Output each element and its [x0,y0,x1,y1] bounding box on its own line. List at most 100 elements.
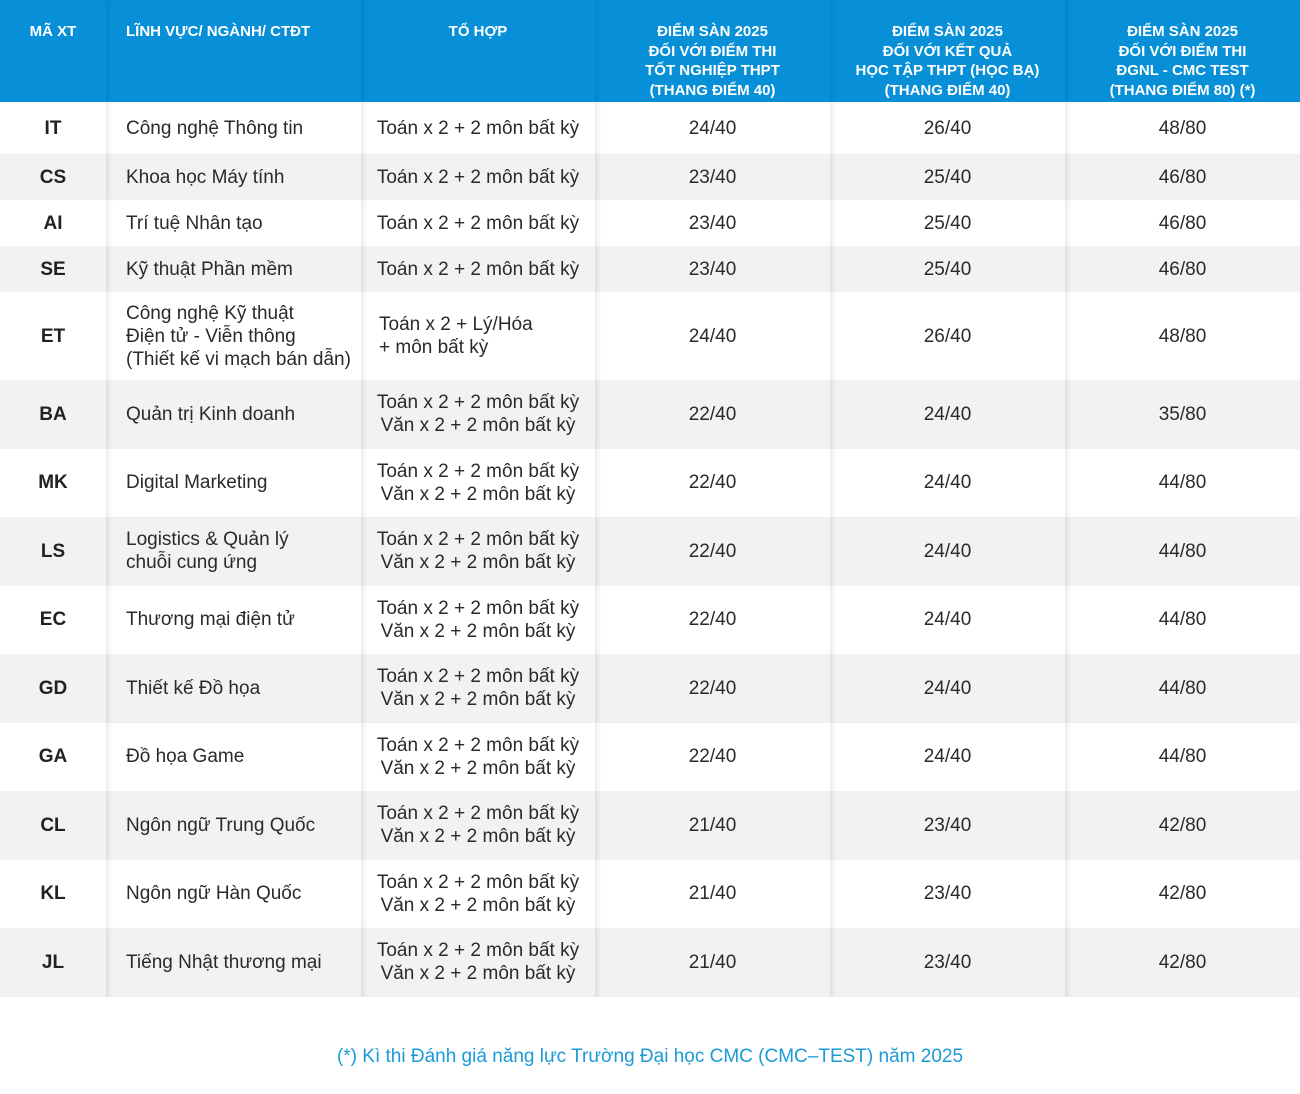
row-hocba-score: 25/40 [830,246,1065,292]
row-code: GD [0,654,106,723]
row-hocba-score: 25/40 [830,200,1065,246]
table-header-row: MÃ XT LĨNH VỰC/ NGÀNH/ CTĐT TỔ HỢP ĐIỂM … [0,0,1300,102]
footnote: (*) Kì thi Đánh giá năng lực Trường Đại … [336,1046,964,1067]
table-row: GD Thiết kế Đồ họa Toán x 2 + 2 môn bất kỳ… [0,654,1300,723]
row-name: Trí tuệ Nhân tạo [106,200,361,246]
admission-score-table-container: MÃ XT LĨNH VỰC/ NGÀNH/ CTĐT TỔ HỢP ĐIỂM … [0,0,1300,997]
row-thpt-score: 23/40 [595,200,830,246]
row-dgnl-score: 42/80 [1065,791,1300,860]
row-combo: Toán x 2 + 2 môn bất kỳ [361,154,595,200]
row-thpt-score: 23/40 [595,246,830,292]
row-hocba-score: 25/40 [830,154,1065,200]
row-code: LS [0,517,106,586]
row-dgnl-score: 35/80 [1065,380,1300,449]
row-thpt-score: 21/40 [595,928,830,997]
row-code: CS [0,154,106,200]
header-combo: TỔ HỢP [361,0,595,102]
row-name: Thương mại điện tử [106,585,361,654]
row-combo: Toán x 2 + 2 môn bất kỳ Văn x 2 + 2 môn … [361,517,595,586]
row-dgnl-score: 44/80 [1065,722,1300,791]
row-name: Tiếng Nhật thương mại [106,928,361,997]
row-combo: Toán x 2 + 2 môn bất kỳ [361,200,595,246]
row-hocba-score: 23/40 [830,791,1065,860]
header-hocba-score: ĐIỂM SÀN 2025 ĐỐI VỚI KẾT QUẢ HỌC TẬP TH… [830,0,1065,102]
row-code: BA [0,380,106,449]
row-combo: Toán x 2 + 2 môn bất kỳ Văn x 2 + 2 môn … [361,380,595,449]
header-thpt-score: ĐIỂM SÀN 2025 ĐỐI VỚI ĐIỂM THI TỐT NGHIỆ… [595,0,830,102]
row-thpt-score: 24/40 [595,102,830,154]
row-combo: Toán x 2 + 2 môn bất kỳ Văn x 2 + 2 môn … [361,448,595,517]
row-hocba-score: 24/40 [830,722,1065,791]
row-name: Quản trị Kinh doanh [106,380,361,449]
row-combo: Toán x 2 + 2 môn bất kỳ [361,246,595,292]
row-name: Công nghệ Thông tin [106,102,361,154]
table-row: SE Kỹ thuật Phần mềm Toán x 2 + 2 môn bất … [0,246,1300,292]
header-dgnl-score: ĐIỂM SÀN 2025 ĐỐI VỚI ĐIỂM THI ĐGNL - CM… [1065,0,1300,102]
row-name: Kỹ thuật Phần mềm [106,246,361,292]
row-name: Khoa học Máy tính [106,154,361,200]
row-name: Logistics & Quản lý chuỗi cung ứng [106,517,361,586]
table-row: AI Trí tuệ Nhân tạo Toán x 2 + 2 môn bất k… [0,200,1300,246]
table-row: JL Tiếng Nhật thương mại Toán x 2 + 2 môn … [0,928,1300,997]
row-hocba-score: 24/40 [830,585,1065,654]
row-dgnl-score: 48/80 [1065,102,1300,154]
row-dgnl-score: 44/80 [1065,517,1300,586]
row-dgnl-score: 46/80 [1065,200,1300,246]
table-row: BA Quản trị Kinh doanh Toán x 2 + 2 môn bấ… [0,380,1300,449]
table-row: KL Ngôn ngữ Hàn Quốc Toán x 2 + 2 môn bất … [0,859,1300,928]
row-code: IT [0,102,106,154]
row-name: Đồ họa Game [106,722,361,791]
row-code: SE [0,246,106,292]
row-combo: Toán x 2 + 2 môn bất kỳ Văn x 2 + 2 môn … [361,928,595,997]
row-dgnl-score: 46/80 [1065,246,1300,292]
row-thpt-score: 22/40 [595,654,830,723]
row-thpt-score: 23/40 [595,154,830,200]
row-dgnl-score: 44/80 [1065,448,1300,517]
table-row: GA Đồ họa Game Toán x 2 + 2 môn bất kỳ Văn… [0,722,1300,791]
row-name: Thiết kế Đồ họa [106,654,361,723]
row-thpt-score: 21/40 [595,859,830,928]
row-combo: Toán x 2 + 2 môn bất kỳ Văn x 2 + 2 môn … [361,859,595,928]
row-name: Công nghệ Kỹ thuật Điện tử - Viễn thông … [106,292,361,380]
table-body: IT Công nghệ Thông tin Toán x 2 + 2 môn bấ… [0,102,1300,997]
row-combo: Toán x 2 + 2 môn bất kỳ Văn x 2 + 2 môn … [361,585,595,654]
row-hocba-score: 24/40 [830,517,1065,586]
row-code: AI [0,200,106,246]
row-combo: Toán x 2 + 2 môn bất kỳ Văn x 2 + 2 môn … [361,791,595,860]
table-row: EC Thương mại điện tử Toán x 2 + 2 môn bất… [0,585,1300,654]
row-combo: Toán x 2 + 2 môn bất kỳ Văn x 2 + 2 môn … [361,722,595,791]
admission-score-table: MÃ XT LĨNH VỰC/ NGÀNH/ CTĐT TỔ HỢP ĐIỂM … [0,0,1300,997]
row-name: Ngôn ngữ Trung Quốc [106,791,361,860]
row-name: Digital Marketing [106,448,361,517]
row-hocba-score: 24/40 [830,654,1065,723]
row-thpt-score: 22/40 [595,448,830,517]
row-thpt-score: 24/40 [595,292,830,380]
row-hocba-score: 24/40 [830,380,1065,449]
row-dgnl-score: 44/80 [1065,654,1300,723]
row-dgnl-score: 42/80 [1065,928,1300,997]
row-code: MK [0,448,106,517]
row-dgnl-score: 42/80 [1065,859,1300,928]
row-code: CL [0,791,106,860]
row-code: JL [0,928,106,997]
row-hocba-score: 26/40 [830,102,1065,154]
row-hocba-score: 26/40 [830,292,1065,380]
row-thpt-score: 21/40 [595,791,830,860]
row-dgnl-score: 44/80 [1065,585,1300,654]
row-combo: Toán x 2 + Lý/Hóa + môn bất kỳ [361,292,595,380]
row-hocba-score: 24/40 [830,448,1065,517]
table-row: CL Ngôn ngữ Trung Quốc Toán x 2 + 2 môn bấ… [0,791,1300,860]
table-row: CS Khoa học Máy tính Toán x 2 + 2 môn bất … [0,154,1300,200]
header-code: MÃ XT [0,0,106,102]
row-code: KL [0,859,106,928]
row-thpt-score: 22/40 [595,380,830,449]
row-code: ET [0,292,106,380]
row-combo: Toán x 2 + 2 môn bất kỳ Văn x 2 + 2 môn … [361,654,595,723]
row-thpt-score: 22/40 [595,585,830,654]
row-dgnl-score: 48/80 [1065,292,1300,380]
row-name: Ngôn ngữ Hàn Quốc [106,859,361,928]
row-code: GA [0,722,106,791]
header-name: LĨNH VỰC/ NGÀNH/ CTĐT [106,0,361,102]
table-row: MK Digital Marketing Toán x 2 + 2 môn bất … [0,448,1300,517]
table-row: LS Logistics & Quản lý chuỗi cung ứng Toán… [0,517,1300,586]
